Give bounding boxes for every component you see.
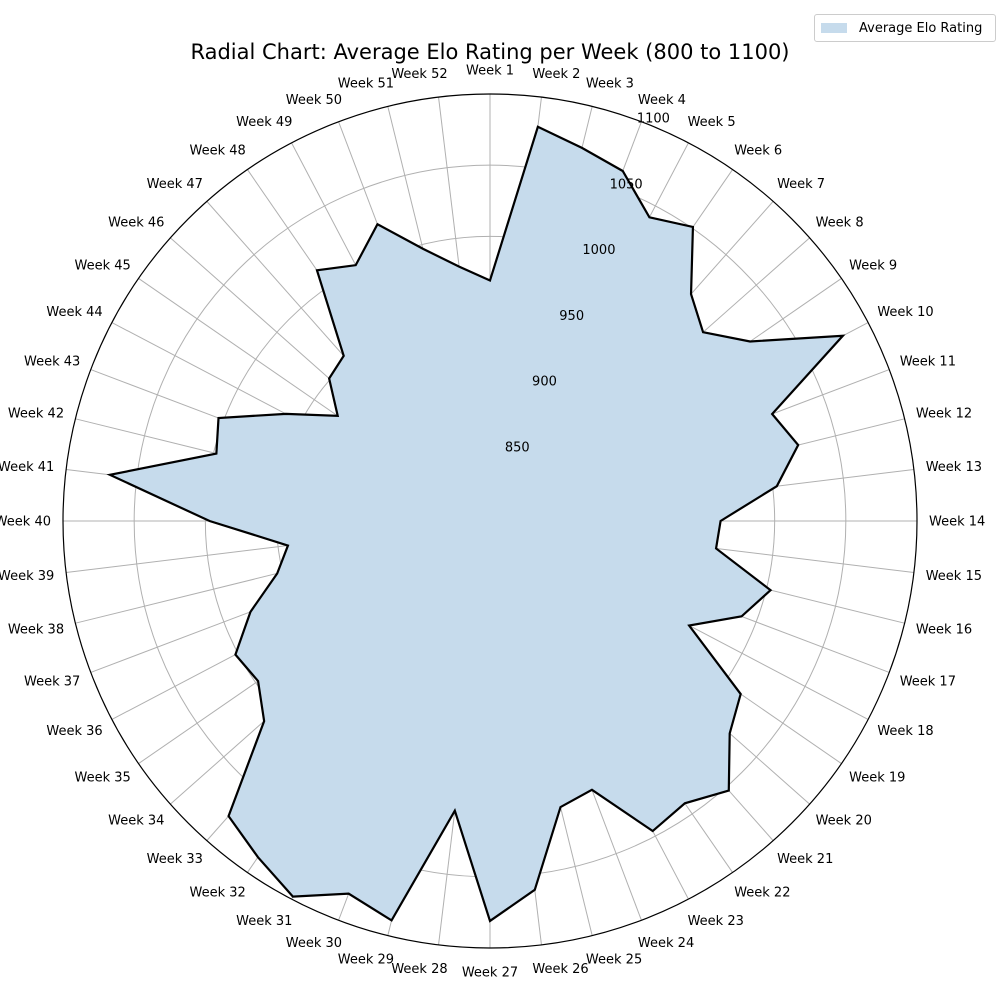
week-label: Week 29	[338, 952, 394, 967]
week-label: Week 19	[849, 771, 905, 786]
week-label: Week 37	[24, 674, 80, 689]
week-label: Week 34	[108, 814, 164, 829]
week-label: Week 36	[46, 724, 102, 739]
week-label: Week 16	[916, 622, 972, 637]
week-label: Week 20	[816, 814, 872, 829]
week-label: Week 23	[688, 914, 744, 929]
radial-tick-labels: 850 900 950 1000 1050 1100	[505, 112, 670, 456]
week-label: Week 2	[532, 67, 580, 82]
week-label: Week 6	[734, 143, 782, 158]
week-label: Week 44	[46, 305, 102, 320]
radial-tick-label: 850	[505, 440, 530, 455]
week-label: Week 42	[8, 407, 64, 422]
week-label: Week 18	[877, 724, 933, 739]
radial-tick-label: 1100	[637, 112, 670, 127]
series-area-fill	[109, 126, 843, 921]
week-label: Week 14	[929, 515, 985, 530]
week-label: Week 30	[286, 936, 342, 951]
week-label: Week 7	[777, 177, 825, 192]
chart-title: Radial Chart: Average Elo Rating per Wee…	[190, 40, 789, 64]
week-label: Week 3	[586, 77, 634, 92]
week-label: Week 9	[849, 258, 897, 273]
week-label: Week 41	[0, 460, 54, 475]
week-label: Week 27	[462, 966, 518, 981]
polar-frame	[62, 93, 918, 949]
legend-swatch	[821, 23, 847, 33]
week-label: Week 49	[236, 115, 292, 130]
week-label: Week 4	[638, 93, 686, 108]
legend-label: Average Elo Rating	[859, 20, 983, 36]
week-label: Week 35	[75, 771, 131, 786]
week-label: Week 33	[147, 852, 203, 867]
week-label: Week 25	[586, 952, 642, 967]
week-label: Week 17	[900, 674, 956, 689]
week-label: Week 52	[391, 67, 447, 82]
week-label: Week 47	[147, 177, 203, 192]
week-label: Week 48	[190, 143, 246, 158]
week-label: Week 46	[108, 215, 164, 230]
week-label: Week 13	[926, 460, 982, 475]
week-label: Week 1	[466, 64, 514, 79]
week-label: Week 24	[638, 936, 694, 951]
radial-tick-label: 900	[532, 375, 557, 390]
week-label: Week 40	[0, 515, 51, 530]
week-label: Week 5	[688, 115, 736, 130]
series-layer	[62, 93, 918, 949]
series-line	[106, 125, 846, 923]
legend: Average Elo Rating	[814, 14, 996, 42]
week-label: Week 8	[816, 215, 864, 230]
week-label: Week 38	[8, 622, 64, 637]
week-label: Week 50	[286, 93, 342, 108]
week-label: Week 22	[734, 886, 790, 901]
radial-tick-label: 1050	[610, 177, 643, 192]
radial-tick-label: 950	[559, 309, 584, 324]
week-label: Week 15	[926, 569, 982, 584]
week-label: Week 11	[900, 355, 956, 370]
week-label: Week 10	[877, 305, 933, 320]
week-label: Week 32	[190, 886, 246, 901]
week-label: Week 28	[391, 962, 447, 977]
week-label: Week 45	[75, 258, 131, 273]
week-label: Week 31	[236, 914, 292, 929]
radial-tick-label: 1000	[582, 243, 615, 258]
week-label: Week 12	[916, 407, 972, 422]
week-label: Week 39	[0, 569, 54, 584]
week-label: Week 51	[338, 77, 394, 92]
week-label: Week 21	[777, 852, 833, 867]
week-label: Week 43	[24, 355, 80, 370]
week-label: Week 26	[532, 962, 588, 977]
